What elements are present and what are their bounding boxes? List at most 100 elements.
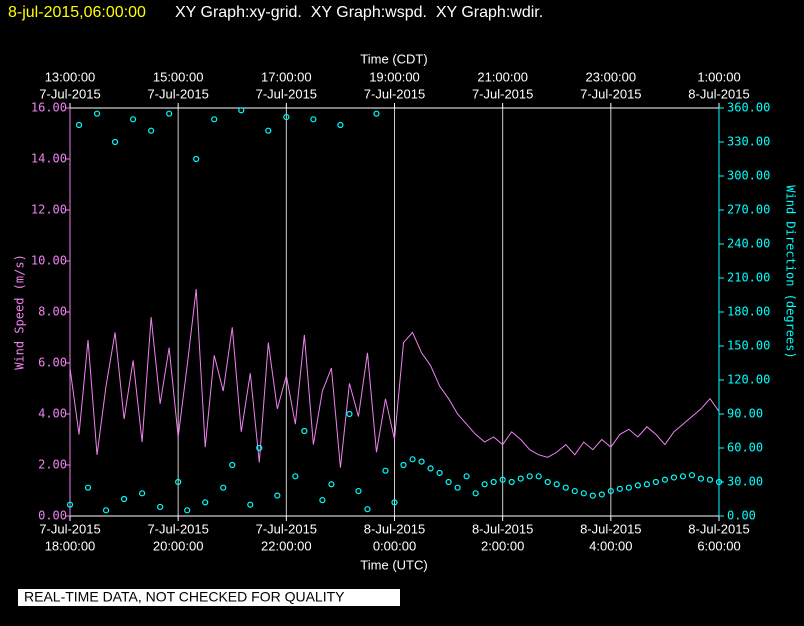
direction-point xyxy=(616,485,623,492)
direction-point xyxy=(292,473,299,480)
x-top-tick-label: 13:00:00 xyxy=(45,69,96,84)
x-tick-label: 6:00:00 xyxy=(697,538,740,553)
direction-point xyxy=(427,465,434,472)
x-label: Time (UTC) xyxy=(360,557,427,572)
direction-point xyxy=(184,507,191,514)
direction-point xyxy=(643,481,650,488)
direction-point xyxy=(481,481,488,488)
direction-point xyxy=(571,487,578,495)
x-top-tick-label: 19:00:00 xyxy=(369,69,420,84)
x-tick-label: 18:00:00 xyxy=(45,538,96,553)
direction-point xyxy=(310,116,317,123)
footer-box xyxy=(18,589,400,606)
y2-tick-label: 240.00 xyxy=(727,237,770,251)
direction-point xyxy=(715,478,723,486)
direction-point xyxy=(166,110,173,117)
direction-point xyxy=(535,473,542,480)
direction-point xyxy=(634,482,641,489)
x-top-tick-label: 17:00:00 xyxy=(261,69,312,84)
y2-tick-label: 90.00 xyxy=(727,407,763,421)
y2-label: Wind Direction (degrees) xyxy=(784,185,798,358)
direction-point xyxy=(625,484,632,491)
direction-point xyxy=(607,487,614,495)
direction-point xyxy=(229,461,236,469)
y2-tick-label: 210.00 xyxy=(727,271,770,285)
x-top-tick-label: 23:00:00 xyxy=(586,69,637,84)
direction-point xyxy=(409,456,416,463)
direction-point xyxy=(517,475,524,482)
y2-tick-label: 30.00 xyxy=(727,475,763,489)
x-tick-label: 7-Jul-2015 xyxy=(39,521,100,536)
y-tick-label: 10.00 xyxy=(31,254,67,268)
direction-point xyxy=(553,481,560,488)
x-top-tick-label: 21:00:00 xyxy=(477,69,528,84)
x-tick-label: 8-Jul-2015 xyxy=(472,521,533,536)
y-tick-label: 0.00 xyxy=(38,509,67,523)
direction-point xyxy=(418,458,425,465)
direction-point xyxy=(337,121,344,129)
y-tick-label: 12.00 xyxy=(31,203,67,217)
direction-point xyxy=(256,444,263,452)
direction-point xyxy=(139,490,146,497)
direction-point xyxy=(129,116,137,123)
y-tick-label: 8.00 xyxy=(38,305,67,319)
x-tick-label: 8-Jul-2015 xyxy=(580,521,641,536)
direction-point xyxy=(499,476,506,483)
y-tick-label: 6.00 xyxy=(38,356,67,370)
direction-point xyxy=(328,481,335,488)
direction-point xyxy=(175,478,182,486)
direction-point xyxy=(580,490,587,497)
x-top-tick-label: 1:00:00 xyxy=(697,69,740,84)
x-tick-label: 8-Jul-2015 xyxy=(688,521,749,536)
y-tick-label: 2.00 xyxy=(38,458,67,472)
direction-point xyxy=(211,116,218,123)
y2-tick-label: 0.00 xyxy=(727,509,756,523)
x-tick-label: 22:00:00 xyxy=(261,538,312,553)
direction-point xyxy=(544,478,551,486)
y-tick-label: 4.00 xyxy=(38,407,67,421)
direction-point xyxy=(436,469,443,477)
direction-point xyxy=(283,113,290,121)
y2-tick-label: 60.00 xyxy=(727,441,763,455)
direction-point xyxy=(111,138,119,146)
direction-point xyxy=(490,478,497,486)
y2-tick-label: 360.00 xyxy=(727,101,770,115)
y2-tick-label: 150.00 xyxy=(727,339,770,353)
direction-point xyxy=(193,155,200,163)
direction-point xyxy=(301,427,308,435)
direction-point xyxy=(454,484,461,491)
direction-point xyxy=(706,476,714,483)
direction-point xyxy=(526,473,533,480)
direction-point xyxy=(319,497,326,504)
x-tick-label: 20:00:00 xyxy=(153,538,204,553)
x-tick-label: 7-Jul-2015 xyxy=(147,521,208,536)
y-tick-label: 14.00 xyxy=(31,152,67,166)
direction-point xyxy=(463,473,470,480)
x-top-tick-label: 7-Jul-2015 xyxy=(39,86,100,101)
direction-point xyxy=(364,506,371,513)
y-tick-label: 16.00 xyxy=(31,101,67,115)
x-tick-label: 4:00:00 xyxy=(589,538,632,553)
x-top-tick-label: 7-Jul-2015 xyxy=(147,86,208,101)
x-tick-label: 8-Jul-2015 xyxy=(364,521,425,536)
direction-point xyxy=(274,492,281,499)
direction-point xyxy=(400,461,407,469)
direction-point xyxy=(688,472,696,479)
direction-point xyxy=(202,499,209,506)
direction-point xyxy=(265,127,272,134)
direction-point xyxy=(346,410,353,418)
direction-point xyxy=(652,478,660,486)
direction-point xyxy=(679,473,687,480)
direction-point xyxy=(508,478,515,486)
x-top-tick-label: 7-Jul-2015 xyxy=(256,86,317,101)
direction-point xyxy=(238,107,245,114)
direction-point xyxy=(445,478,452,486)
direction-point xyxy=(220,484,227,491)
direction-point xyxy=(697,475,705,482)
direction-point xyxy=(66,501,74,508)
direction-point xyxy=(157,503,164,511)
y-label: Wind Speed (m/s) xyxy=(13,254,27,370)
